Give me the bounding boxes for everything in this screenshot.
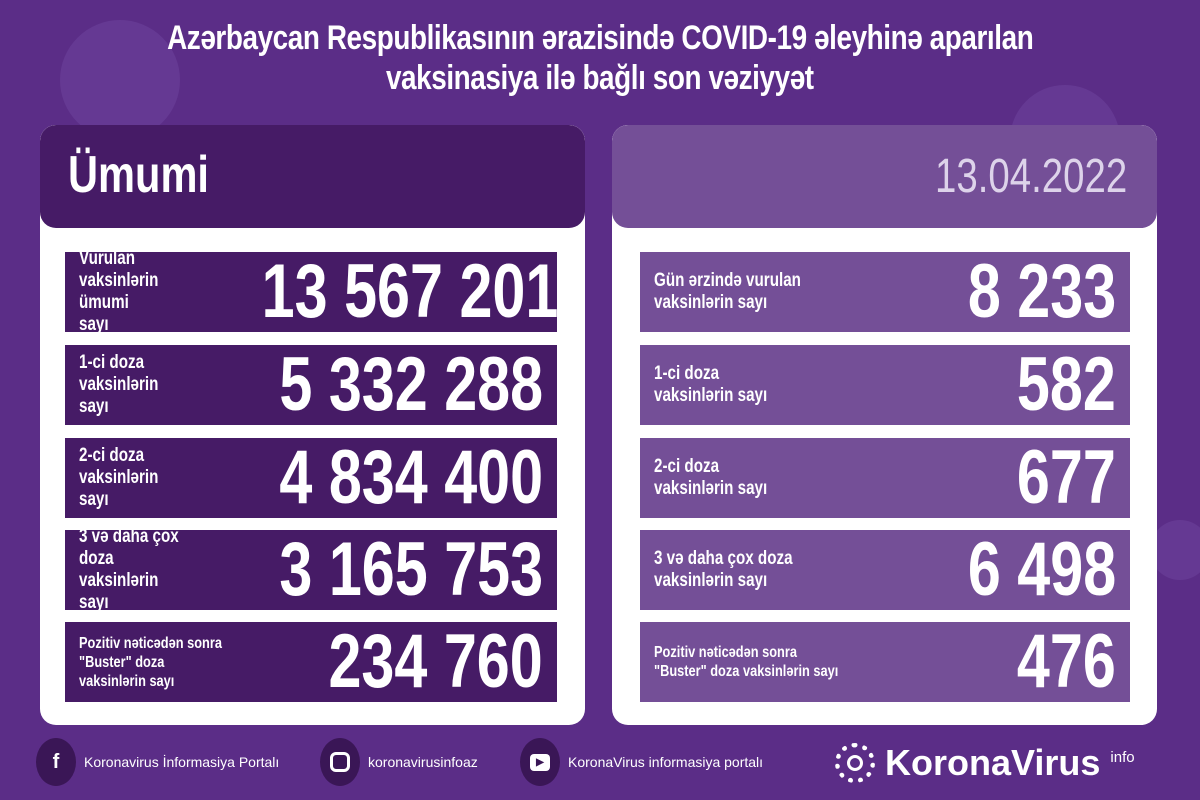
daily-card: 13.04.2022 Gün ərzində vurulan vaksinlər… (612, 125, 1157, 725)
total-header: Ümumi (40, 125, 585, 228)
date: 13.04.2022 (934, 150, 1127, 203)
virus-decoration (1150, 520, 1200, 580)
instagram-link[interactable]: koronavirusinfoaz (320, 738, 478, 786)
footer: f Koronavirus İnformasiya Portalı koronav… (0, 738, 1200, 788)
stat-row: Vurulan vaksinlərin ümumi sayı 13 567 201 (65, 248, 559, 335)
stat-row: 1-ci doza vaksinlərin sayı 582 (640, 345, 1130, 425)
sun-icon (835, 743, 875, 783)
stat-row: 3 və daha çox doza vaksinlərin sayı 6 498 (640, 530, 1130, 610)
youtube-link[interactable]: ▶ KoronaVirus informasiya portalı (520, 738, 763, 786)
total-card: Ümumi Vurulan vaksinlərin ümumi sayı 13 5… (40, 125, 585, 725)
youtube-icon: ▶ (520, 738, 560, 786)
facebook-link[interactable]: f Koronavirus İnformasiya Portalı (36, 738, 279, 786)
stat-row: Gün ərzində vurulan vaksinlərin sayı 8 23… (640, 252, 1130, 332)
stat-row: 2-ci doza vaksinlərin sayı 4 834 400 (65, 438, 557, 518)
stat-row: Pozitiv nəticədən sonra "Buster" doza va… (65, 622, 557, 702)
page-title: Azərbaycan Respublikasının ərazisində CO… (166, 19, 1034, 97)
stat-row: 3 və daha çox doza vaksinlərin sayı 3 165… (65, 526, 557, 613)
stat-row: 1-ci doza vaksinlərin sayı 5 332 288 (65, 345, 557, 425)
koronavirus-logo: KoronaVirus info (835, 742, 1135, 784)
facebook-icon: f (36, 738, 76, 786)
stat-row: 2-ci doza vaksinlərin sayı 677 (640, 438, 1130, 518)
virus-decoration (60, 20, 180, 140)
stat-row: Pozitiv nəticədən sonra "Buster" doza va… (640, 622, 1130, 702)
daily-header: 13.04.2022 (612, 125, 1157, 228)
instagram-icon (320, 738, 360, 786)
